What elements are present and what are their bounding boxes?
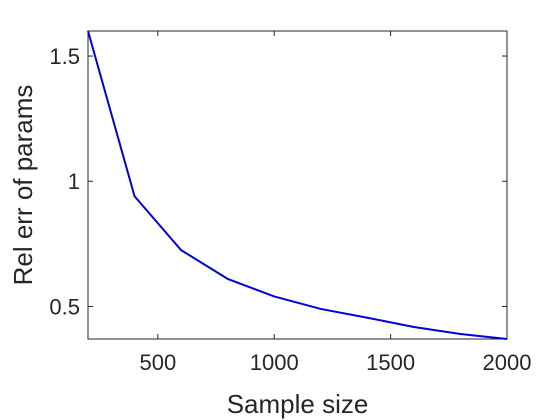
x-axis-ticks: 500 1000 1500 2000: [139, 31, 531, 375]
y-tick-label: 1.5: [49, 44, 80, 69]
x-tick-label: 1000: [250, 350, 299, 375]
x-tick-label: 500: [139, 350, 176, 375]
x-tick-label: 1500: [366, 350, 415, 375]
x-tick-label: 2000: [483, 350, 532, 375]
x-axis-label: Sample size: [227, 389, 369, 419]
series-line: [87, 30, 508, 340]
y-axis-ticks: 0.5 1 1.5: [49, 44, 507, 319]
y-axis-label: Rel err of params: [8, 85, 38, 286]
y-tick-label: 0.5: [49, 294, 80, 319]
plot-area: [87, 30, 508, 340]
y-tick-label: 1: [68, 169, 80, 194]
series-layer: [87, 30, 508, 340]
